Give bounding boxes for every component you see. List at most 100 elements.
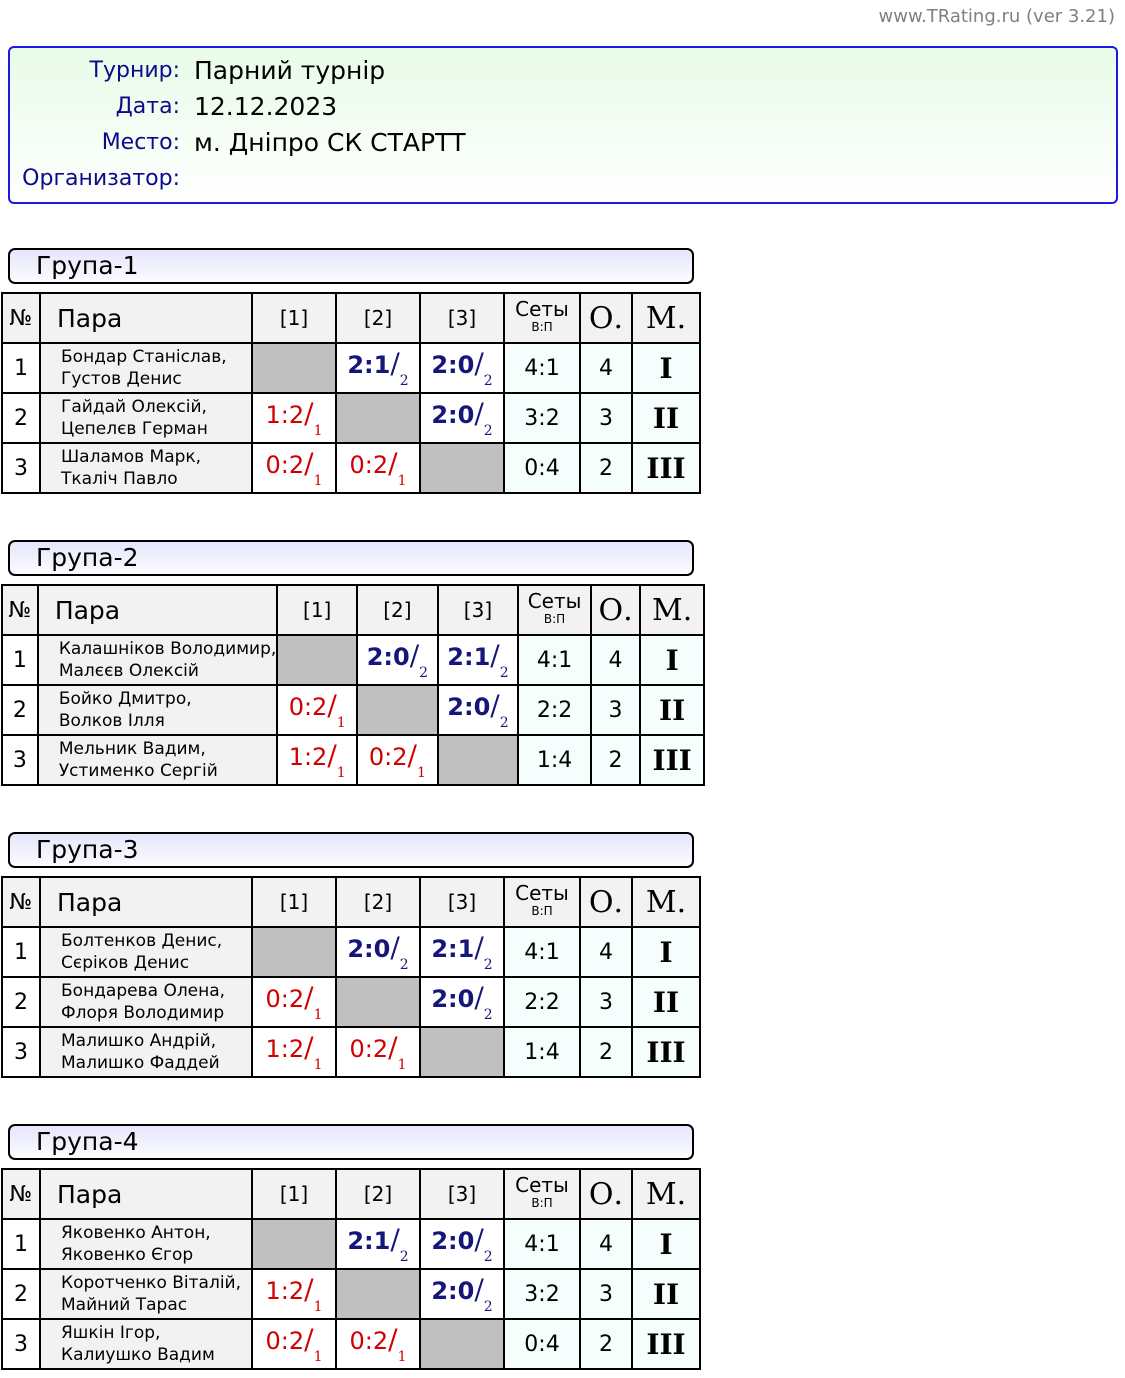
header-num: № — [1, 584, 39, 636]
sets-total: 0:4 — [503, 442, 581, 494]
match-result: 0:2/1 — [276, 684, 359, 736]
header-sets-sub: В:П — [531, 1196, 553, 1210]
row-num: 3 — [1, 1318, 41, 1370]
match-score: 2:0 — [431, 1277, 475, 1305]
match-score: 0:2 — [265, 985, 305, 1013]
match-result: 0:2/1 — [251, 442, 337, 494]
table-row: 2 Бондарева Олена, Флоря Володимир 0:2/1 2:… — [1, 976, 701, 1028]
table-row: 3 Малишко Андрій, Малишко Фаддей 1:2/1 0:2/… — [1, 1026, 701, 1078]
header-opp-2: [2] — [335, 876, 421, 928]
player-1: Шаламов Марк, — [61, 447, 202, 467]
player-2: Малєєв Олексій — [58, 661, 199, 681]
player-1: Бондар Станіслав, — [61, 347, 227, 367]
place: II — [631, 1268, 701, 1320]
place: III — [631, 1318, 701, 1370]
header-opp-1: [1] — [251, 292, 337, 344]
info-row: Дата: 12.12.2023 — [10, 90, 338, 126]
points-total: 4 — [579, 1218, 633, 1270]
match-result: 1:2/1 — [276, 734, 359, 786]
player-1: Бондарева Олена, — [61, 981, 226, 1001]
player-1: Малишко Андрій, — [61, 1031, 217, 1051]
points-total: 2 — [579, 442, 633, 494]
header-opp-2: [2] — [356, 584, 439, 636]
header-pair: Пара — [39, 876, 253, 928]
group-table: № Пара [1] [2] [3] Сеты В:П О. М. 1 Болтен… — [1, 876, 701, 1078]
header-opp-3: [3] — [436, 584, 520, 636]
points-total: 2 — [579, 1026, 633, 1078]
match-score: 2:0 — [366, 643, 410, 671]
pair-name: Бойко Дмитро, Волков Ілля — [36, 684, 279, 736]
row-num: 1 — [1, 634, 39, 686]
self-cell — [335, 976, 421, 1028]
place: I — [639, 634, 705, 686]
place: III — [631, 442, 701, 494]
table-row: 1 Яковенко Антон, Яковенко Єгор 2:1/2 2:0/2… — [1, 1218, 701, 1270]
match-points: 2 — [499, 715, 509, 731]
self-cell — [419, 442, 505, 494]
self-cell — [436, 734, 520, 786]
self-cell — [419, 1026, 505, 1078]
pair-name: Коротченко Віталій, Майний Тарас — [39, 1268, 253, 1320]
match-points: 2 — [419, 665, 429, 681]
header-opp-3: [3] — [419, 1168, 505, 1220]
row-num: 1 — [1, 1218, 41, 1270]
match-score: 0:2 — [368, 743, 408, 771]
place: I — [631, 1218, 701, 1270]
table-row: 1 Калашніков Володимир, Малєєв Олексій 2:0… — [1, 634, 705, 686]
match-score: 2:0 — [431, 351, 475, 379]
match-result: 0:2/1 — [251, 976, 337, 1028]
self-cell — [356, 684, 439, 736]
header-opp-3: [3] — [419, 292, 505, 344]
match-score: 1:2 — [265, 401, 305, 429]
row-num: 2 — [1, 1268, 41, 1320]
header-row: № Пара [1] [2] [3] Сеты В:П О. М. — [1, 876, 701, 928]
points-total: 4 — [589, 634, 642, 686]
row-num: 3 — [1, 734, 39, 786]
match-result: 0:2/1 — [356, 734, 439, 786]
match-points: 1 — [336, 715, 346, 731]
pair-name: Бондарева Олена, Флоря Володимир — [39, 976, 253, 1028]
player-1: Болтенков Денис, — [61, 931, 223, 951]
header-num: № — [1, 876, 41, 928]
match-points: 2 — [483, 1299, 493, 1315]
match-points: 1 — [397, 473, 407, 489]
row-num: 1 — [1, 342, 41, 394]
match-result: 2:0/2 — [419, 1218, 505, 1270]
pair-name: Гайдай Олексій, Цепелєв Герман — [39, 392, 253, 444]
sets-total: 1:4 — [503, 1026, 581, 1078]
header-points: О. — [579, 1168, 633, 1220]
info-row: Турнир: Парний турнір — [10, 54, 386, 90]
player-1: Калашніков Володимир, — [58, 639, 277, 659]
self-cell — [251, 342, 337, 394]
sets-total: 3:2 — [503, 1268, 581, 1320]
match-points: 1 — [397, 1057, 407, 1073]
match-points: 1 — [313, 473, 323, 489]
match-result: 2:0/2 — [436, 684, 520, 736]
place: II — [631, 976, 701, 1028]
header-sets-sub: В:П — [531, 320, 553, 334]
match-score: 2:0 — [347, 935, 391, 963]
player-2: Устименко Сергій — [58, 761, 218, 781]
header-opp-2: [2] — [335, 292, 421, 344]
header-sets-label: Сеты — [515, 297, 569, 321]
self-cell — [419, 1318, 505, 1370]
header-place: М. — [639, 584, 705, 636]
header-num: № — [1, 1168, 41, 1220]
player-2: Ткаліч Павло — [61, 469, 178, 489]
group-title: Група-2 — [8, 540, 694, 576]
points-total: 3 — [579, 976, 633, 1028]
self-cell — [335, 1268, 421, 1320]
pair-name: Малишко Андрій, Малишко Фаддей — [39, 1026, 253, 1078]
header-row: № Пара [1] [2] [3] Сеты В:П О. М. — [1, 584, 705, 636]
info-label: Место: — [101, 129, 180, 155]
sets-total: 3:2 — [503, 392, 581, 444]
info-label: Турнир: — [89, 57, 180, 83]
match-score: 2:0 — [431, 1227, 475, 1255]
player-2: Яковенко Єгор — [61, 1245, 194, 1265]
points-total: 4 — [579, 342, 633, 394]
pair-name: Яковенко Антон, Яковенко Єгор — [39, 1218, 253, 1270]
match-result: 2:0/2 — [419, 1268, 505, 1320]
header-row: № Пара [1] [2] [3] Сеты В:П О. М. — [1, 1168, 701, 1220]
row-num: 3 — [1, 1026, 41, 1078]
match-points: 2 — [483, 373, 493, 389]
